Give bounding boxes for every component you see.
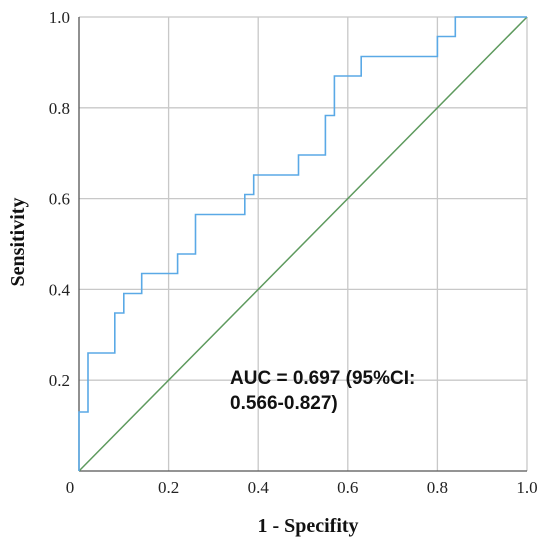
- x-tick-label: 0.4: [248, 478, 270, 497]
- y-tick-label: 0.4: [49, 280, 71, 299]
- auc-annotation-line-1: AUC = 0.697 (95%CI:: [230, 368, 415, 389]
- series-layer: [78, 16, 528, 472]
- x-tick-label: 0: [66, 478, 75, 497]
- x-tick-label: 0.8: [427, 478, 448, 497]
- auc-annotation-line-2: 0.566-0.827): [230, 393, 338, 414]
- x-tick-label: 1.0: [516, 478, 537, 497]
- x-tick-label: 0.2: [158, 478, 179, 497]
- roc-curve: [78, 16, 527, 471]
- reference-diagonal-line: [78, 16, 528, 472]
- y-tick-label: 0.6: [49, 190, 70, 209]
- y-axis-title: Sensitivity: [7, 198, 29, 287]
- x-tick-label: 0.6: [337, 478, 358, 497]
- x-axis-title: 1 - Specifity: [257, 515, 358, 537]
- y-tick-label: 1.0: [49, 8, 70, 27]
- axes-layer: [78, 17, 527, 472]
- grid-layer: [79, 16, 528, 471]
- y-tick-label: 0.2: [49, 371, 70, 390]
- y-tick-label: 0.8: [49, 99, 70, 118]
- labels-layer: 0 0.2 0.4 0.6 0.8 1.0 0.2 0.4 0.6 0.8 1.0: [49, 8, 538, 497]
